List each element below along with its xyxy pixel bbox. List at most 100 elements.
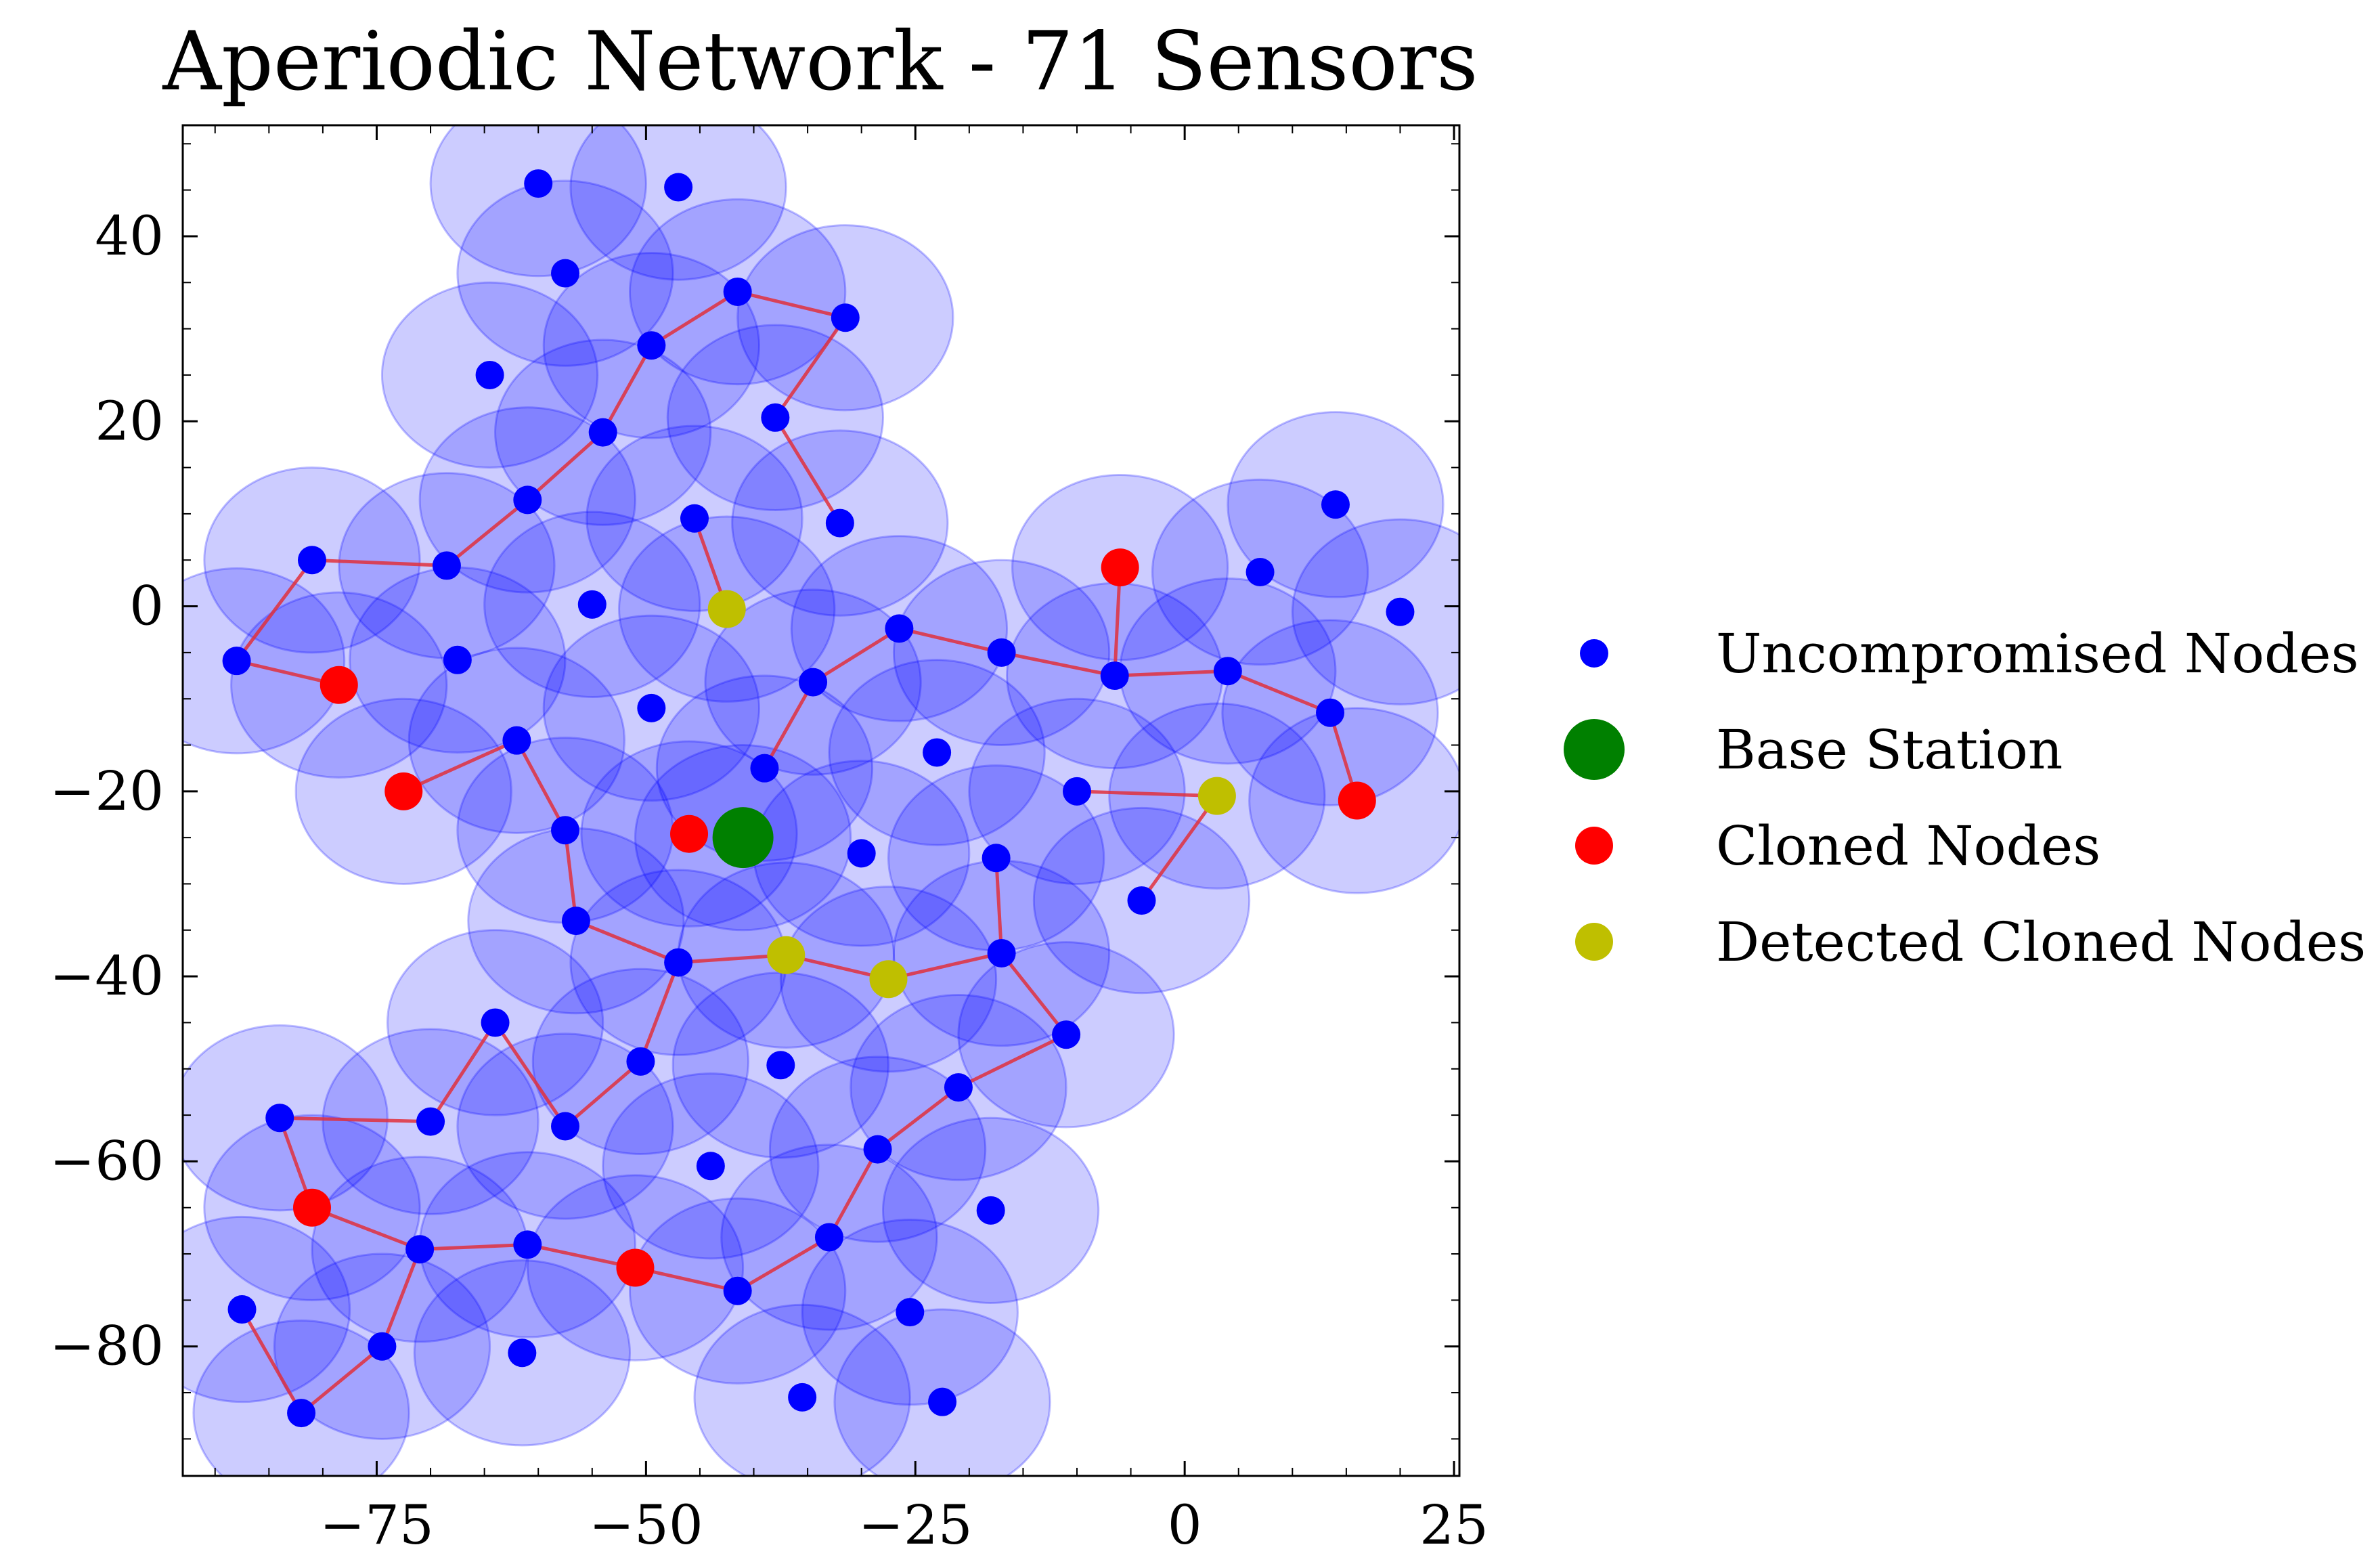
uncompromised-node — [1316, 698, 1345, 727]
coverage-circle — [569, 125, 787, 281]
uncompromised-node — [847, 839, 876, 868]
uncompromised-node — [577, 590, 607, 619]
uncompromised-node — [416, 1107, 445, 1136]
coverage-circle — [429, 125, 647, 278]
uncompromised-node — [561, 907, 590, 936]
uncompromised-node — [368, 1332, 397, 1361]
uncompromised-node — [475, 360, 504, 389]
uncompromised-node — [502, 726, 531, 755]
uncompromised-node — [766, 1051, 795, 1080]
x-tick-label: −50 — [589, 1494, 703, 1556]
uncompromised-node — [513, 485, 542, 515]
uncompromised-node — [551, 816, 580, 845]
y-tick-label: −60 — [49, 1129, 164, 1192]
cloned-node — [670, 814, 709, 853]
uncompromised-node — [265, 1104, 294, 1133]
detected-cloned-node — [1197, 777, 1236, 815]
uncompromised-node — [1052, 1020, 1081, 1049]
uncompromised-node — [896, 1298, 925, 1327]
uncompromised-node — [831, 303, 860, 332]
y-tick-label: −20 — [49, 760, 164, 823]
uncompromised-node — [664, 173, 693, 202]
uncompromised-node — [680, 504, 709, 533]
detected-cloned-node — [767, 936, 806, 974]
uncompromised-node — [750, 754, 779, 783]
base-station-node — [712, 807, 774, 869]
uncompromised-node — [723, 1276, 752, 1305]
uncompromised-node — [944, 1073, 973, 1102]
plot-frame — [181, 124, 1461, 1477]
uncompromised-node — [222, 647, 251, 676]
uncompromised-node — [825, 508, 854, 538]
uncompromised-node — [637, 693, 666, 722]
uncompromised-node — [987, 638, 1016, 667]
legend-label-detected: Detected Cloned Nodes — [1716, 911, 2366, 974]
uncompromised-node — [1321, 490, 1350, 519]
uncompromised-node — [551, 1112, 580, 1141]
legend: Uncompromised Nodes Base Station Cloned No… — [1564, 622, 2366, 974]
uncompromised-node — [814, 1223, 843, 1252]
coverage-circle — [183, 1215, 351, 1403]
cloned-node — [292, 1188, 331, 1227]
coverage-circle — [192, 1319, 410, 1476]
cloned-node — [1101, 548, 1139, 587]
uncompromised-node — [551, 259, 580, 288]
y-tick-label: 0 — [129, 575, 164, 638]
y-tick-label: 40 — [95, 204, 164, 267]
x-tick-label: −25 — [858, 1494, 973, 1556]
uncompromised-node — [987, 938, 1016, 967]
uncompromised-node — [1062, 777, 1091, 806]
uncompromised-node — [405, 1235, 435, 1264]
detected-cloned-node — [707, 590, 746, 628]
y-tick-label: −80 — [49, 1315, 164, 1378]
x-tick-label: 25 — [1419, 1494, 1489, 1556]
coverage-circle — [183, 567, 346, 755]
uncompromised-node — [588, 418, 617, 447]
uncompromised-node — [513, 1230, 542, 1259]
uncompromised-node — [1100, 661, 1129, 691]
chart-title: Aperiodic Network - 71 Sensors — [162, 15, 1478, 109]
sensor-nodes — [222, 169, 1415, 1428]
uncompromised-node — [508, 1338, 537, 1368]
uncompromised-node — [443, 645, 472, 674]
y-tick-label: 20 — [95, 389, 164, 452]
legend-marker-cloned — [1575, 827, 1613, 865]
uncompromised-node — [923, 738, 952, 767]
uncompromised-node — [626, 1047, 655, 1076]
uncompromised-node — [287, 1399, 316, 1428]
detected-cloned-node — [869, 960, 908, 999]
axis-ticks: −75 −50 −25 0 25 40 20 0 −20 −40 −60 −80 — [49, 125, 1489, 1556]
clone-path — [278, 952, 1068, 1293]
clone-path — [763, 626, 1359, 802]
uncompromised-node — [863, 1135, 892, 1164]
uncompromised-node — [637, 331, 666, 360]
legend-marker-base-station — [1564, 719, 1625, 780]
uncompromised-node — [982, 844, 1011, 873]
cloned-node — [319, 666, 358, 704]
uncompromised-node — [788, 1382, 817, 1412]
legend-label-base-station: Base Station — [1716, 718, 2063, 781]
clone-path — [235, 290, 739, 687]
legend-marker-detected — [1575, 923, 1613, 961]
uncompromised-node — [432, 551, 461, 580]
uncompromised-node — [885, 614, 914, 643]
cloned-node — [1338, 781, 1376, 820]
uncompromised-node — [799, 668, 828, 697]
uncompromised-node — [761, 403, 790, 432]
uncompromised-node — [928, 1387, 957, 1416]
uncompromised-node — [1127, 886, 1156, 915]
uncompromised-node — [664, 948, 693, 977]
uncompromised-node — [1246, 557, 1275, 586]
legend-label-cloned: Cloned Nodes — [1716, 814, 2100, 877]
uncompromised-node — [976, 1196, 1005, 1225]
coverage-circles — [183, 125, 1459, 1476]
uncompromised-node — [297, 546, 326, 575]
uncompromised-node — [1386, 597, 1415, 626]
uncompromised-node — [1213, 657, 1242, 686]
coverage-circle — [1291, 518, 1459, 705]
x-tick-label: −75 — [319, 1494, 434, 1556]
clone-path — [737, 290, 847, 524]
y-tick-label: −40 — [49, 944, 164, 1007]
uncompromised-node — [524, 169, 553, 198]
